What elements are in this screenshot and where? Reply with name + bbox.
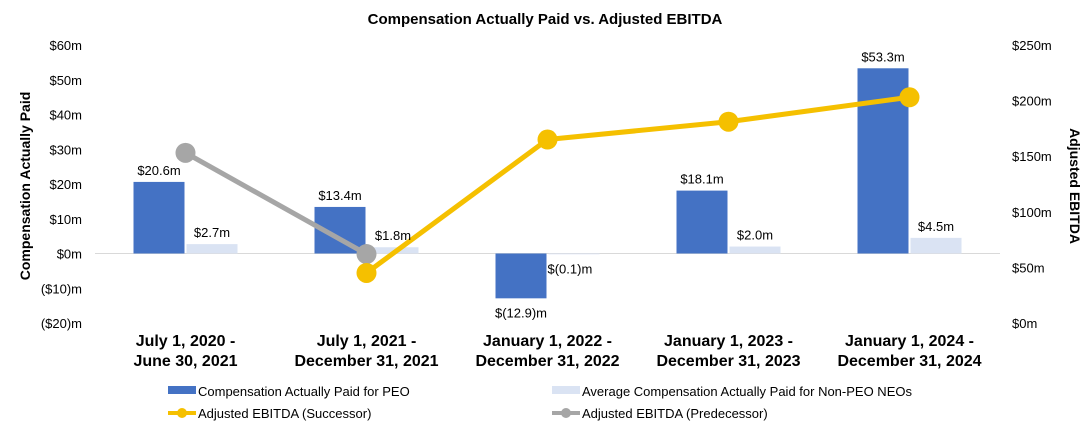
y-tick-label: $0m — [57, 247, 82, 262]
bar — [729, 246, 781, 254]
line-marker — [537, 129, 558, 150]
y-tick-label: $10m — [49, 212, 82, 227]
line-marker — [356, 244, 377, 265]
y-axis-right: $0m $50m $100m $150m $200m $250m — [1012, 38, 1052, 331]
bar — [495, 253, 547, 299]
y2-tick-label: $50m — [1012, 260, 1045, 275]
bar-data-label: $2.0m — [737, 228, 773, 243]
legend-label: Adjusted EBITDA (Successor) — [198, 406, 371, 421]
bar — [133, 181, 185, 254]
legend: Compensation Actually Paid for PEO Averag… — [168, 384, 912, 421]
legend-label: Average Compensation Actually Paid for N… — [582, 384, 912, 399]
chart-title: Compensation Actually Paid vs. Adjusted … — [368, 11, 723, 28]
y-tick-label: $50m — [49, 73, 82, 88]
data-labels: $20.6m $13.4m $(12.9)m $18.1m $53.3m $2.7m $1.… — [137, 49, 954, 320]
bar-data-label: $1.8m — [375, 228, 411, 243]
legend-label: Compensation Actually Paid for PEO — [198, 384, 410, 399]
legend-label: Adjusted EBITDA (Predecessor) — [582, 406, 768, 421]
bar-data-label: $(0.1)m — [548, 262, 593, 277]
y2-tick-label: $100m — [1012, 205, 1052, 220]
y-axis-left: ($20)m ($10)m $0m $10m $20m $30m $40m $50m $60m — [41, 38, 82, 331]
y-tick-label: $60m — [49, 38, 82, 53]
y2-tick-label: $150m — [1012, 149, 1052, 164]
bar-data-label: $13.4m — [318, 188, 361, 203]
x-tick-label: July 1, 2021 - — [317, 333, 417, 350]
line-adjusted-ebitda-predecessor- — [184, 150, 368, 257]
y2-tick-label: $200m — [1012, 94, 1052, 109]
y-axis-title: Compensation Actually Paid — [17, 92, 33, 281]
legend-swatch — [552, 386, 580, 394]
bar — [910, 237, 962, 254]
x-axis: July 1, 2020 - June 30, 2021 July 1, 2021 … — [133, 333, 981, 370]
bar-data-label: $20.6m — [137, 163, 180, 178]
bar-data-label: $2.7m — [194, 225, 230, 240]
x-tick-label: January 1, 2023 - — [664, 333, 793, 350]
bar — [676, 190, 728, 254]
bar-data-label: $18.1m — [680, 172, 723, 187]
y2-tick-label: $250m — [1012, 38, 1052, 53]
bar — [548, 253, 600, 255]
line-series — [175, 87, 920, 283]
line-marker — [718, 111, 739, 132]
x-tick-label: June 30, 2021 — [133, 353, 237, 370]
y-tick-label: $30m — [49, 142, 82, 157]
x-tick-label: December 31, 2023 — [656, 353, 800, 370]
y2-tick-label: $0m — [1012, 316, 1037, 331]
x-tick-label: December 31, 2021 — [294, 353, 438, 370]
line-adjusted-ebitda-successor- — [365, 94, 910, 275]
x-tick-label: July 1, 2020 - — [136, 333, 236, 350]
y-tick-label: $40m — [49, 108, 82, 123]
x-tick-label: January 1, 2022 - — [483, 333, 612, 350]
legend-swatch — [168, 386, 196, 394]
bar-data-label: $4.5m — [918, 219, 954, 234]
bar — [186, 244, 238, 254]
bar-series — [133, 68, 962, 299]
x-tick-label: January 1, 2024 - — [845, 333, 974, 350]
line-marker — [899, 87, 920, 108]
y-tick-label: ($10)m — [41, 281, 82, 296]
legend-marker — [177, 408, 187, 418]
bar-data-label: $(12.9)m — [495, 305, 547, 320]
y2-axis-title: Adjusted EBITDA — [1067, 128, 1083, 244]
line-marker — [356, 262, 377, 283]
x-tick-label: December 31, 2024 — [837, 353, 981, 370]
legend-marker — [561, 408, 571, 418]
y-tick-label: ($20)m — [41, 316, 82, 331]
x-tick-label: December 31, 2022 — [475, 353, 619, 370]
bar-data-label: $53.3m — [861, 49, 904, 64]
line-marker — [175, 142, 196, 163]
y-tick-label: $20m — [49, 177, 82, 192]
